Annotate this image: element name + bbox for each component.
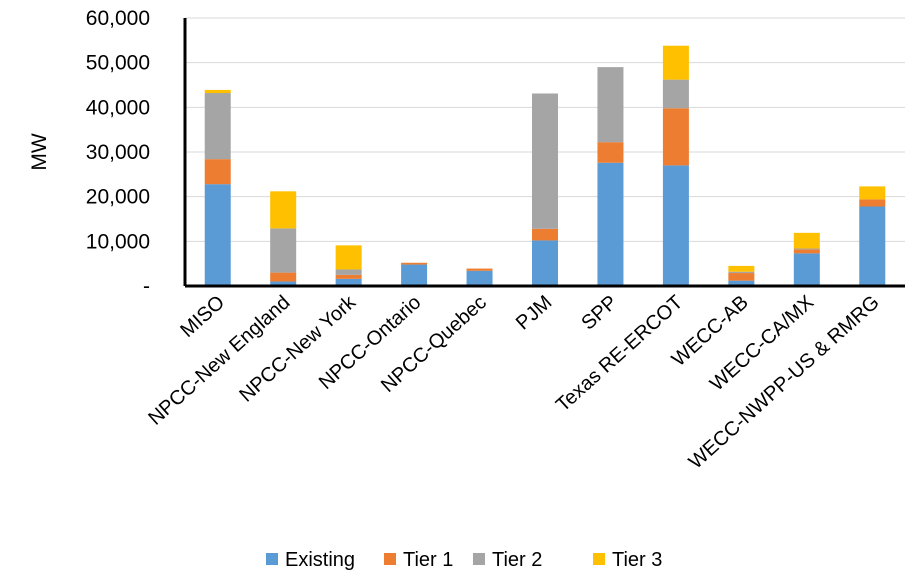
y-axis-title: MW xyxy=(28,133,51,170)
x-tick-label: MISO xyxy=(176,291,229,342)
y-tick-label: 60,000 xyxy=(86,7,150,30)
bar-segment xyxy=(401,262,428,265)
legend: Existing Tier 1 Tier 2 Tier 3 xyxy=(266,549,662,571)
bar-segment xyxy=(270,272,297,282)
legend-label: Tier 2 xyxy=(492,549,542,571)
y-tick-label: 40,000 xyxy=(86,96,150,119)
bar-segment xyxy=(270,228,297,273)
bar-segment xyxy=(859,199,886,207)
bar-segment xyxy=(466,270,493,286)
bar-segment xyxy=(662,79,689,109)
bar-segment xyxy=(270,281,297,286)
legend-swatch xyxy=(593,553,605,565)
bar-segment xyxy=(204,93,231,160)
bar-segment xyxy=(532,93,558,229)
bar-segment xyxy=(597,67,624,143)
x-tick-label: Texas RE-ERCOT xyxy=(552,291,687,416)
bar-segment xyxy=(793,249,820,254)
y-tick-labels: - 10,000 20,000 30,000 40,000 50,000 60,000 xyxy=(86,7,150,298)
bar-segment xyxy=(662,165,689,286)
bar-segment xyxy=(204,184,231,286)
legend-swatch xyxy=(473,553,485,565)
bar-segment xyxy=(335,269,362,275)
axes xyxy=(183,18,905,288)
bar-segment xyxy=(728,265,755,272)
bar-segment xyxy=(597,142,624,163)
legend-swatch xyxy=(266,553,278,565)
bar-segment xyxy=(662,45,689,80)
bar-segment xyxy=(335,245,362,270)
y-tick-label: 20,000 xyxy=(86,186,150,209)
legend-label: Tier 3 xyxy=(612,549,662,571)
legend-label: Existing xyxy=(285,549,355,571)
bar-segment xyxy=(532,240,558,286)
bar-segment xyxy=(401,264,428,286)
bar-segment xyxy=(793,248,820,250)
x-tick-label: NPCC-New York xyxy=(235,291,360,407)
bar-segment xyxy=(728,280,755,286)
bar-segment xyxy=(466,268,493,271)
bar-segment xyxy=(597,162,624,286)
bar-segment xyxy=(859,186,886,200)
bar-segment xyxy=(859,206,886,286)
y-tick-label: - xyxy=(143,275,150,298)
bar-segment xyxy=(793,232,820,249)
legend-swatch xyxy=(384,553,396,565)
y-tick-label: 10,000 xyxy=(86,230,150,253)
bar-segment xyxy=(728,273,755,281)
bar-segment xyxy=(793,253,820,286)
x-tick-label: SPP xyxy=(577,291,621,334)
bar-segment xyxy=(335,278,362,286)
bar-segment xyxy=(335,274,362,279)
bar-segment xyxy=(270,191,297,229)
x-tick-label: PJM xyxy=(512,291,556,334)
bar-segment xyxy=(204,159,231,185)
bar-segment xyxy=(662,108,689,166)
y-tick-label: 30,000 xyxy=(86,141,150,164)
y-tick-label: 50,000 xyxy=(86,52,150,75)
bar-segment xyxy=(728,271,755,274)
bars xyxy=(204,45,886,286)
legend-label: Tier 1 xyxy=(403,549,453,571)
bar-segment xyxy=(204,89,231,94)
bar-segment xyxy=(532,228,558,241)
